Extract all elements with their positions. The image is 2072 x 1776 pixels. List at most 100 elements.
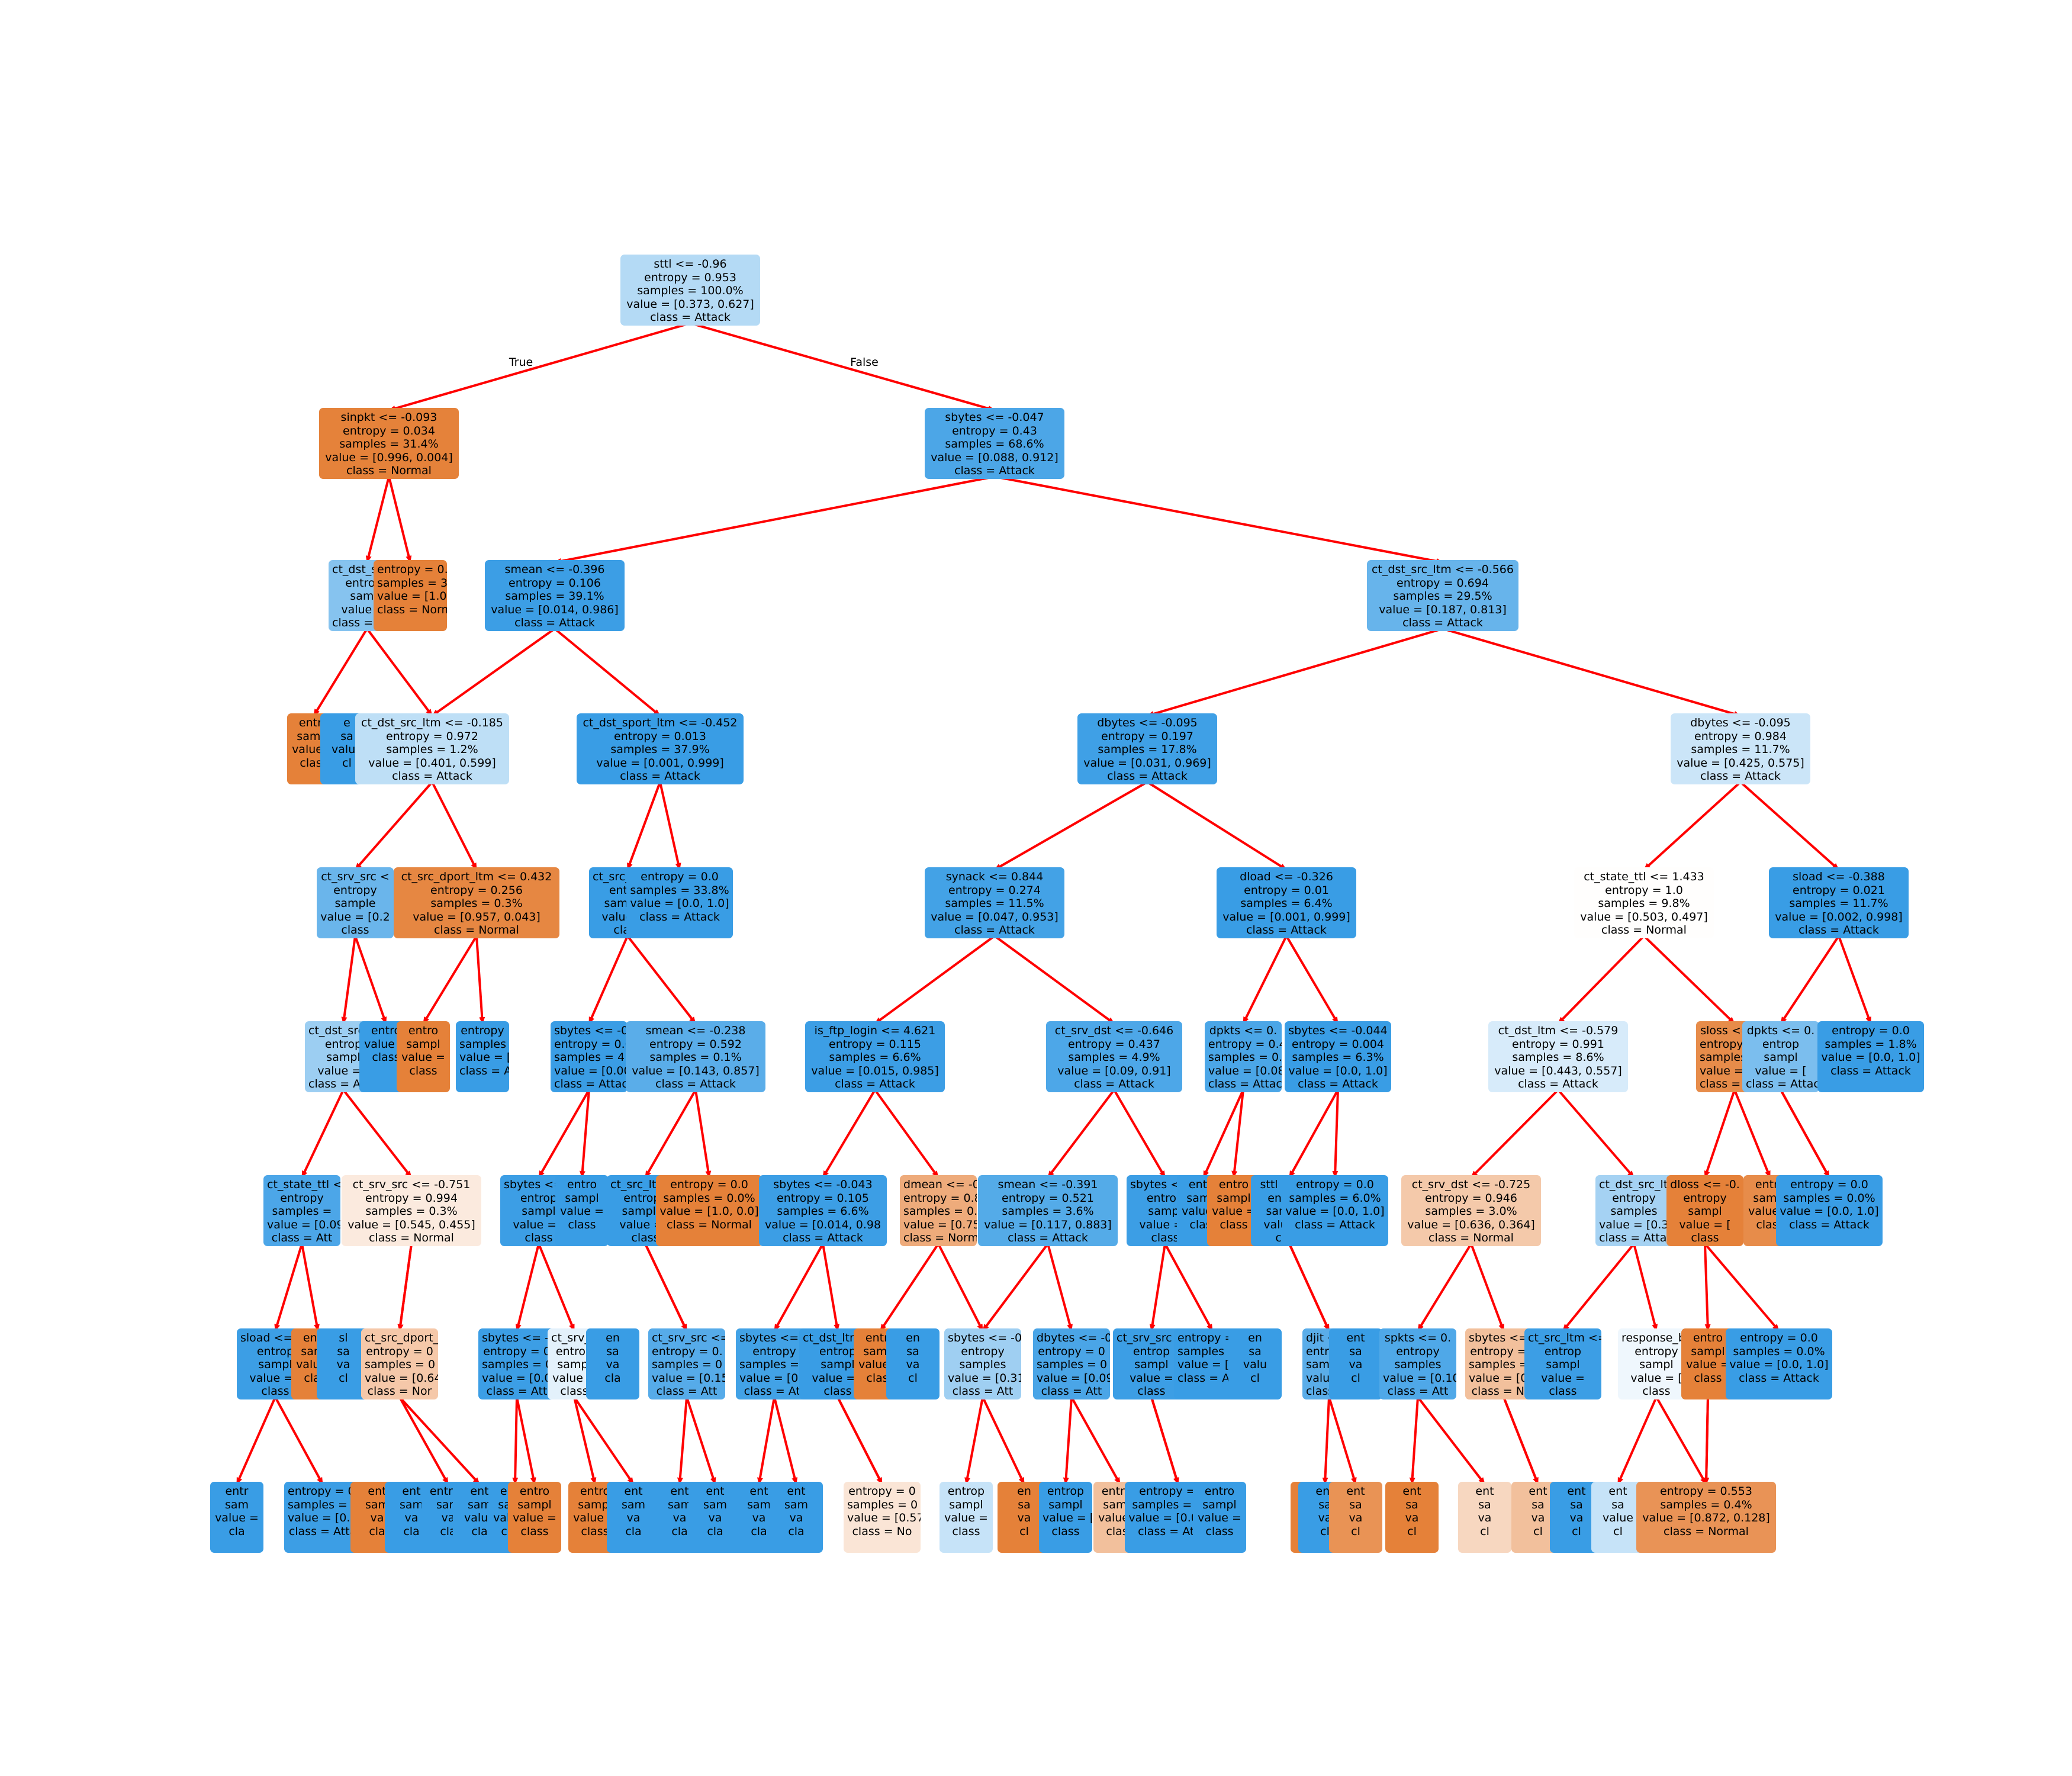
node-text-line: sa [1249, 1344, 1262, 1358]
node-text-line: dbytes <= -0.095 [1097, 716, 1198, 729]
tree-node: smean <= -0.238 entropy = 0.592 samples = … [626, 1021, 765, 1092]
tree-edge [274, 1243, 303, 1331]
node-text-line: value = [0.75, 0.2 [903, 1218, 977, 1231]
node-text-line: class = Attack [1246, 924, 1327, 937]
node-text-line: entropy = 0 [483, 1344, 551, 1358]
node-text-line: sam [365, 1498, 390, 1511]
node-text-line: sampl [1688, 1205, 1722, 1218]
node-text-line: class = Att [656, 1385, 718, 1398]
node-text-line: sampl [578, 1498, 612, 1511]
tree-edge [644, 1089, 697, 1178]
node-text-line: sam [667, 1498, 692, 1511]
node-text-line: class = Attack [554, 1077, 628, 1090]
node-text-line: samples = 0 [482, 1358, 553, 1371]
node-text-line: ct_state_ttl <= 1.433 [1584, 870, 1704, 883]
node-text-line: class [952, 1524, 980, 1538]
node-text-line: value = [ [249, 1371, 301, 1385]
node-text-line: entropy = 0.984 [1694, 729, 1787, 743]
tree-edge [431, 628, 556, 717]
tree-edge [1047, 1243, 1073, 1331]
node-text-line: value [332, 743, 362, 756]
node-text-line: class = Normal [1428, 1231, 1514, 1244]
tree-edge [573, 1396, 635, 1485]
node-text-line: entropy = 0.694 [1397, 576, 1489, 590]
node-text-line: en [1017, 1485, 1031, 1498]
node-text-line: class = Normal [903, 1231, 977, 1244]
tree-edge [1739, 781, 1840, 871]
tree-edge [538, 1089, 590, 1178]
tree-node: dloss <= -0. entropy sampl value = [class [1666, 1175, 1743, 1246]
tree-node: sbytes <= -0.043 entropy = 0.105 samples =… [759, 1175, 887, 1246]
node-text-line: value = [0.047, 0.953] [931, 910, 1058, 924]
tree-edge [431, 781, 478, 870]
tree-edge [398, 1396, 481, 1485]
node-text-line: entropy = 0.953 [644, 271, 736, 284]
node-text-line: entrop [1544, 1344, 1582, 1358]
node-text-line: value = [0.34 [1599, 1218, 1672, 1231]
tree-edge [1643, 781, 1742, 871]
tree-edge [354, 935, 387, 1024]
node-text-line: entropy = 0. [288, 1485, 359, 1498]
node-text-line: ct_srv_dst <= -0.646 [1054, 1024, 1174, 1037]
node-text-line: value = [0.088, 0.912] [931, 451, 1058, 464]
node-text-line: entrop [819, 1344, 857, 1358]
node-text-line: samples = 11.5% [945, 897, 1044, 910]
node-text-line: value = [552, 1371, 596, 1385]
tree-edge [1332, 1089, 1339, 1178]
node-text-line: cla [229, 1524, 245, 1538]
node-text-line: entropy = 0.43 [952, 424, 1037, 437]
node-text-line: cla [707, 1524, 723, 1538]
tree-node: ct_src_dport_ltm <= -0.entropy = 0sample… [361, 1328, 438, 1399]
node-text-line: cla [440, 1524, 456, 1538]
tree-edge [1063, 1397, 1073, 1485]
node-text-line: value = [1686, 1358, 1730, 1371]
node-text-line: sbytes <= -0. [482, 1331, 555, 1344]
tree-edge [475, 935, 485, 1024]
node-text-line: entropy = 0.01 [1244, 883, 1329, 897]
node-text-line: class = Attack [1746, 1077, 1819, 1090]
node-text-line: sam [467, 1498, 492, 1511]
node-text-line: samples = 8.6% [1512, 1051, 1604, 1064]
node-text-line: value = [401, 1051, 445, 1064]
node-text-line: sample [334, 897, 376, 910]
node-text-line: value = [0.002 [482, 1371, 555, 1385]
node-text-line: cl [1572, 1524, 1581, 1538]
node-text-line: class = Atta [288, 1524, 357, 1538]
node-text-line: class = Attack [1700, 770, 1781, 783]
tree-edge [836, 1397, 883, 1485]
node-text-line: synack <= 0.844 [945, 870, 1044, 883]
node-text-line: value = [0.686 [1469, 1371, 1542, 1385]
node-text-line: en [606, 1331, 620, 1344]
node-text-line: ct_src_dport_ltm <= 0.432 [401, 870, 552, 883]
node-text-line: ent [1475, 1485, 1494, 1498]
node-text-line: entropy = 0. [652, 1344, 723, 1358]
tree-edge [1231, 1089, 1244, 1178]
tree-edge [1470, 1243, 1505, 1331]
node-text-line: sampl [1148, 1205, 1182, 1218]
tree-edge [994, 475, 1443, 564]
tree-edge [1838, 935, 1872, 1024]
node-text-line: value = [0.545, 0.455] [348, 1218, 475, 1231]
node-text-line: class [1137, 1385, 1166, 1398]
node-text-line: class = Att [1387, 1385, 1449, 1398]
tree-node: entropy = 0.0 samples = 0.0% value = [0.0,… [1776, 1175, 1883, 1246]
node-text-line: va [906, 1358, 920, 1371]
node-text-line: ent [624, 1485, 643, 1498]
node-text-line: entropy [1396, 1344, 1440, 1358]
tree-node: dbytes <= -0.095 entropy = 0.984 samples =… [1671, 713, 1810, 784]
tree-node: sbytes <= -0. entropy samples value = [0.31… [944, 1328, 1021, 1399]
node-text-line: sa [1611, 1498, 1624, 1511]
node-text-line: entropy = 0.106 [509, 576, 601, 590]
node-text-line: entropy = 0.0 [1296, 1178, 1374, 1191]
node-text-line: entropy [333, 883, 377, 897]
tree-edge [1070, 1397, 1121, 1485]
tree-edge [1328, 1397, 1357, 1485]
node-text-line: sbytes <= -0.044 [1288, 1024, 1388, 1037]
node-text-line: entropy = 0.034 [343, 424, 435, 437]
tree-edge [554, 628, 661, 717]
node-text-line: value = [0.0, 1.0] [1285, 1205, 1385, 1218]
tree-node: en sa va cl [886, 1328, 940, 1399]
tree-edge [236, 1397, 276, 1485]
tree-node: smean <= -0.396 entropy = 0.106 samples = … [485, 560, 625, 631]
